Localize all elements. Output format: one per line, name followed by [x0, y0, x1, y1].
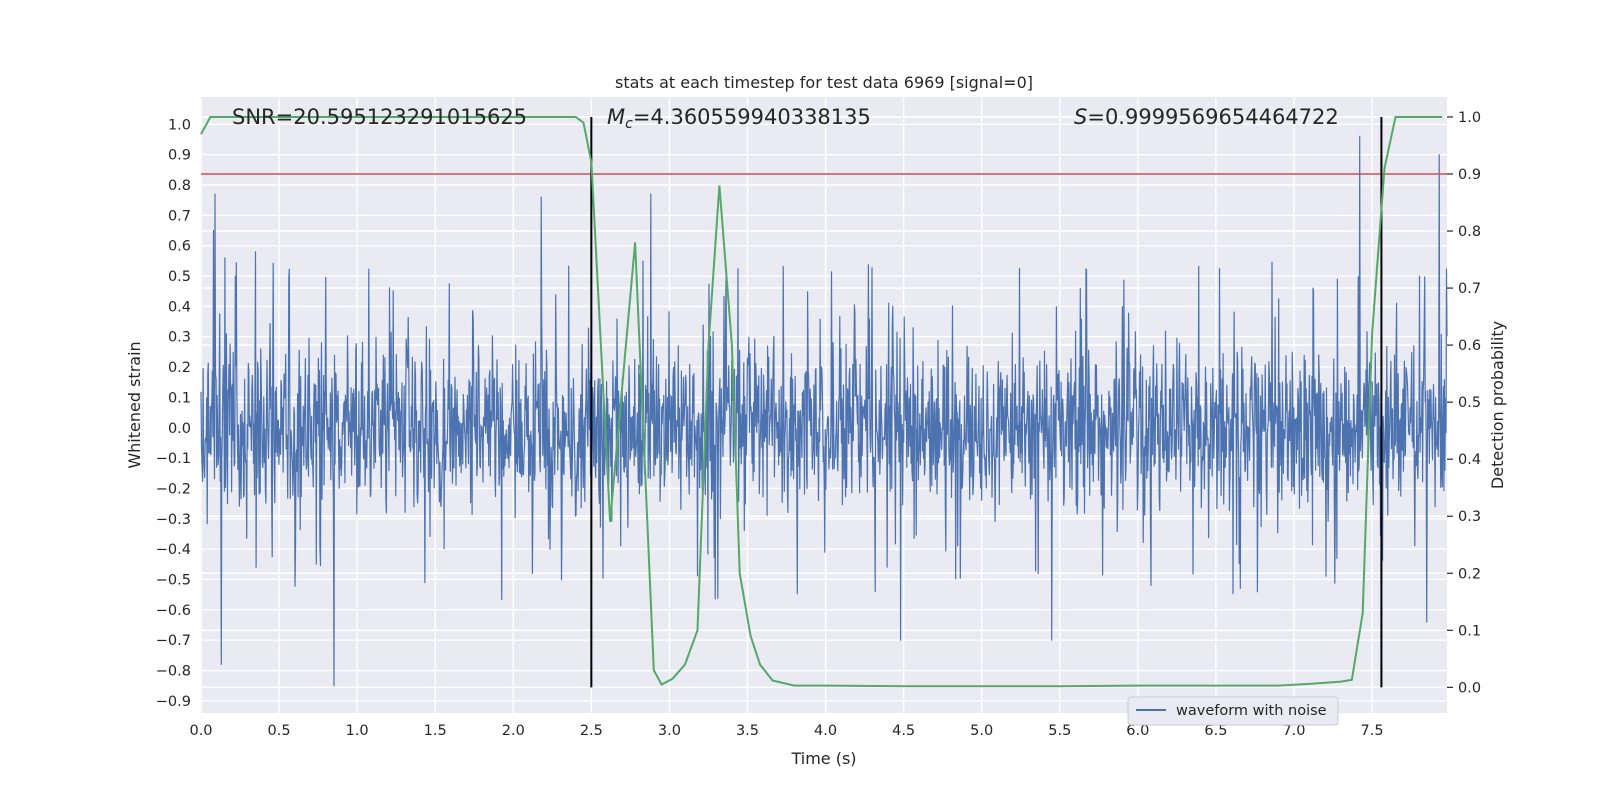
y2-tick-label: 1.0 [1458, 110, 1481, 126]
x-tick-label: 2.5 [580, 723, 603, 739]
y-tick-label: 0.6 [168, 239, 191, 255]
y2-tick-label: 0.4 [1458, 452, 1481, 468]
y-tick-label: 0.3 [168, 330, 191, 346]
s-annotation: S=0.9999569654464722 [1074, 105, 1339, 129]
y-tick-label: 0.5 [168, 269, 191, 285]
snr-annotation: SNR=20.595123291015625 [232, 105, 527, 129]
detection-probability-series [200, 116, 1443, 688]
x-tick-label: 6.0 [1126, 723, 1149, 739]
y-tick-label: 1.0 [168, 117, 191, 133]
x-tick-label: 1.0 [346, 723, 369, 739]
x-tick-label: 4.5 [892, 723, 915, 739]
y-tick-label: 0.0 [168, 421, 191, 437]
right-y-axis: 1.0 0.9 0.8 0.7 0.6 0.5 0.4 0.3 0.2 0.1 0.0 [1447, 110, 1481, 696]
y2-axis-label: Detection probability [1488, 321, 1507, 489]
y-tick-label: −0.2 [156, 481, 191, 497]
y-tick-label: −0.8 [156, 664, 191, 680]
waveform-with-noise-series [200, 135, 1448, 687]
x-tick-label: 3.5 [736, 723, 759, 739]
mc-subscript: c [625, 116, 633, 132]
y-tick-label: 0.1 [168, 390, 191, 406]
x-tick-label: 5.5 [1048, 723, 1071, 739]
y-tick-label: −0.6 [156, 603, 191, 619]
x-tick-label: 3.0 [658, 723, 681, 739]
y-axis-label: Whitened strain [125, 341, 144, 468]
x-tick-label: 1.5 [424, 723, 447, 739]
y-tick-label: 0.8 [168, 178, 191, 194]
x-tick-label: 7.5 [1361, 723, 1384, 739]
chart-title: stats at each timestep for test data 696… [615, 73, 1033, 92]
y2-tick-label: 0.1 [1458, 623, 1481, 639]
legend-label: waveform with noise [1176, 703, 1327, 719]
x-axis-label: Time (s) [790, 749, 856, 768]
mc-value: =4.360559940338135 [633, 105, 871, 129]
s-value: =0.9999569654464722 [1087, 105, 1338, 129]
x-tick-label: 7.0 [1282, 723, 1305, 739]
x-axis: 0.0 0.5 1.0 1.5 2.0 2.5 3.0 3.5 4.0 4.5 5.0 5.5 6.0 6… [189, 723, 1383, 739]
mc-symbol: M [607, 105, 625, 129]
y-tick-label: 0.7 [168, 208, 191, 224]
left-y-axis: 1.0 0.9 0.8 0.7 0.6 0.5 0.4 0.3 0.2 0.1 0.0 −0.1 −0.… [156, 117, 191, 710]
legend-box [1127, 696, 1339, 726]
y2-tick-label: 0.2 [1458, 566, 1481, 582]
y-tick-label: −0.4 [156, 542, 191, 558]
y-tick-label: 0.4 [168, 299, 191, 315]
y2-tick-label: 0.9 [1458, 167, 1481, 183]
x-tick-label: 0.5 [268, 723, 291, 739]
y-tick-label: −0.9 [156, 694, 191, 710]
x-tick-label: 6.5 [1204, 723, 1227, 739]
y-tick-label: −0.1 [156, 451, 191, 467]
y2-tick-label: 0.3 [1458, 509, 1481, 525]
y-tick-label: 0.2 [168, 360, 191, 376]
x-tick-label: 4.0 [814, 723, 837, 739]
s-symbol: S [1074, 105, 1087, 129]
x-tick-label: 0.0 [189, 723, 212, 739]
y2-tick-label: 0.5 [1458, 395, 1481, 411]
mc-annotation: Mc=4.360559940338135 [607, 105, 871, 132]
x-tick-label: 2.0 [502, 723, 525, 739]
y-tick-label: 0.9 [168, 148, 191, 164]
legend: waveform with noise [1127, 696, 1339, 726]
y2-tick-label: 0.6 [1458, 338, 1481, 354]
y-tick-label: −0.7 [156, 633, 191, 649]
y2-tick-label: 0.0 [1458, 680, 1481, 696]
y2-tick-label: 0.8 [1458, 224, 1481, 240]
x-tick-label: 5.0 [970, 723, 993, 739]
y-tick-label: −0.3 [156, 512, 191, 528]
y2-tick-label: 0.7 [1458, 281, 1481, 297]
waveform-trace [200, 135, 1448, 687]
y-tick-label: −0.5 [156, 572, 191, 588]
